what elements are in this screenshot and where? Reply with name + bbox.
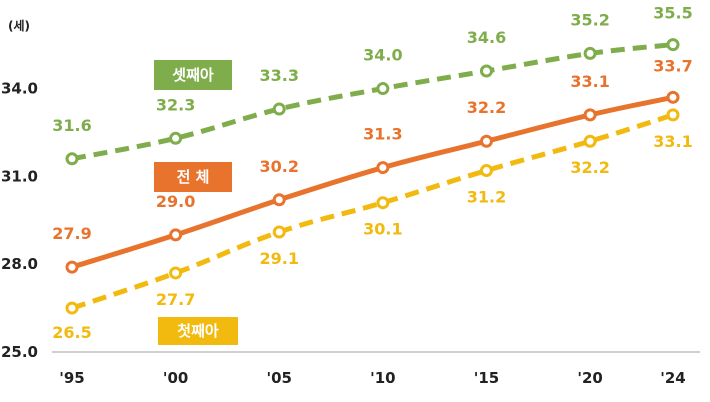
x-tick-label: '24 [660,369,685,387]
data-point-third-child [272,102,286,116]
data-point-first-child [272,225,286,239]
data-label-first-child: 29.1 [259,249,298,268]
data-point-total [583,108,597,122]
y-tick-label: 28.0 [1,255,38,273]
data-label-third-child: 31.6 [52,116,91,135]
y-tick-label: 31.0 [1,167,38,185]
legend-badge-third-child [154,60,232,90]
data-label-total: 30.2 [259,157,298,176]
data-label-total: 33.7 [653,56,692,75]
data-point-third-child [376,82,390,96]
data-point-total [65,260,79,274]
y-tick-label: 34.0 [1,80,38,98]
x-tick-label: '95 [59,369,84,387]
x-tick-label: '15 [474,369,499,387]
data-label-first-child: 33.1 [653,132,692,151]
data-label-third-child: 33.3 [259,66,298,85]
data-point-first-child [169,266,183,280]
data-label-third-child: 34.6 [467,28,506,47]
data-label-third-child: 32.3 [156,95,195,114]
data-label-third-child: 35.2 [570,10,609,29]
data-point-third-child [583,46,597,60]
x-tick-label: '00 [163,369,188,387]
data-label-third-child: 35.5 [653,4,692,23]
x-tick-label: '05 [267,369,292,387]
legend-badge-total [154,162,232,192]
data-label-total: 32.2 [467,98,506,117]
data-point-first-child [376,196,390,210]
y-unit-label: (세) [8,18,30,33]
data-point-third-child [65,152,79,166]
data-point-total [376,161,390,175]
data-point-total [272,193,286,207]
x-tick-label: '20 [577,369,602,387]
data-label-first-child: 27.7 [156,290,195,309]
data-label-total: 29.0 [156,192,195,211]
legend-label-total: 전 체 [177,168,210,186]
x-tick-label: '10 [370,369,395,387]
data-point-total [666,90,680,104]
data-point-total [169,228,183,242]
data-label-first-child: 26.5 [52,323,91,342]
data-point-total [479,134,493,148]
data-label-total: 31.3 [363,125,402,144]
data-point-first-child [479,164,493,178]
data-point-first-child [583,134,597,148]
data-label-total: 33.1 [570,72,609,91]
data-point-third-child [666,38,680,52]
data-label-total: 27.9 [52,224,91,243]
data-label-third-child: 34.0 [363,46,402,65]
data-label-first-child: 31.2 [467,188,506,207]
data-point-first-child [65,301,79,315]
data-label-first-child: 32.2 [570,158,609,177]
data-point-third-child [479,64,493,78]
data-label-first-child: 30.1 [363,220,402,239]
y-tick-label: 25.0 [1,343,38,361]
data-point-third-child [169,131,183,145]
legend-label-third-child: 셋째아 [172,66,214,84]
data-point-first-child [666,108,680,122]
legend-badge-first-child [158,317,238,345]
legend-label-first-child: 첫째아 [177,322,219,340]
